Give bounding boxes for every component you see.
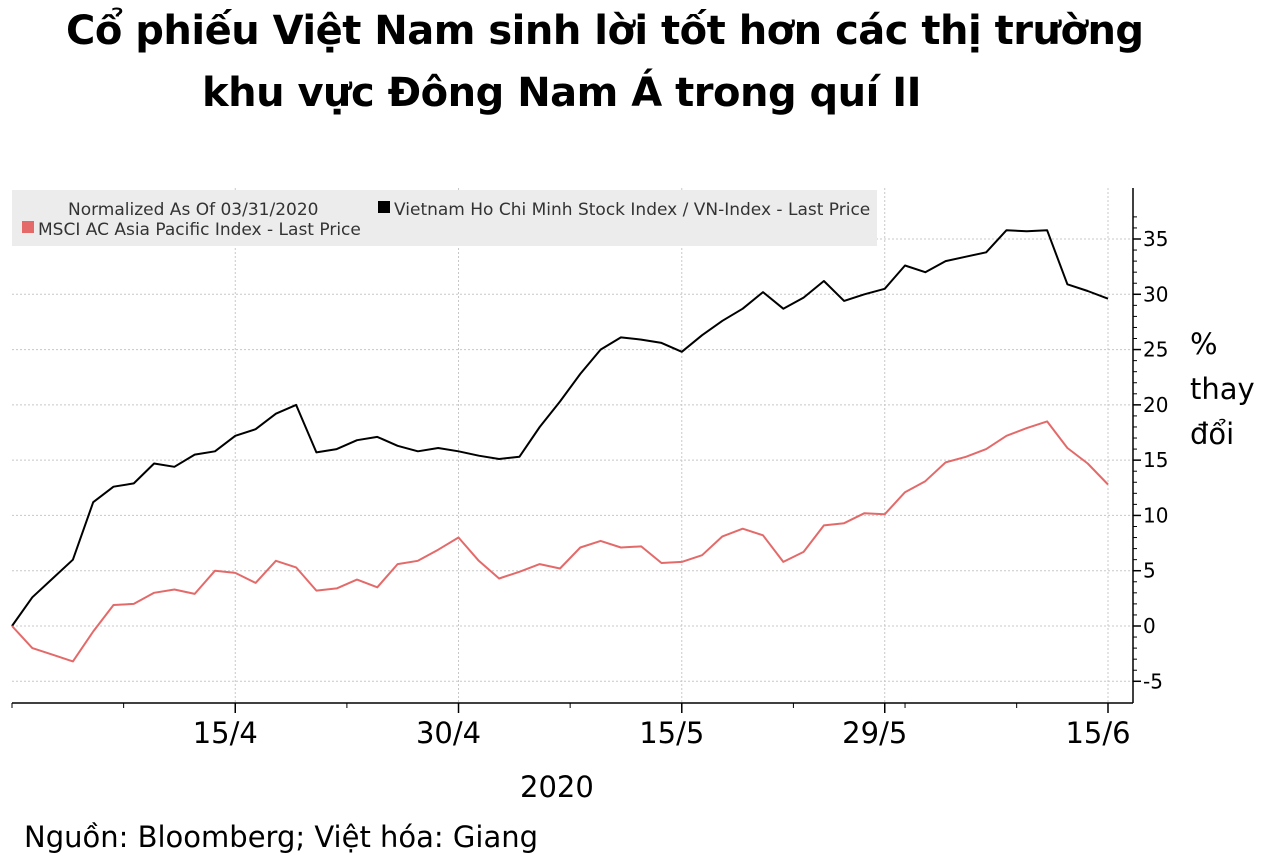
x-axis-label: 2020: [520, 770, 594, 804]
y-tick-label: 15: [1143, 448, 1168, 472]
y-tick-label: -5: [1143, 669, 1163, 693]
y-tick-label: 25: [1143, 338, 1168, 362]
legend-entry: Vietnam Ho Chi Minh Stock Index / VN-Ind…: [394, 200, 870, 220]
series-line: [11, 229, 1109, 627]
legend-note: Normalized As Of 03/31/2020: [68, 200, 318, 220]
y-tick-label: 20: [1143, 393, 1168, 417]
y-axis-label-line: thay: [1190, 372, 1255, 406]
grid-lines: [12, 188, 1133, 703]
x-tick-label: 15/5: [639, 716, 704, 750]
chart-title-line-1: Cổ phiếu Việt Nam sinh lời tốt hơn các t…: [66, 8, 1144, 54]
y-tick-label: 5: [1143, 559, 1156, 583]
y-tick-label: 30: [1143, 282, 1168, 306]
legend-box: [12, 190, 877, 246]
x-tick-label: 15/4: [193, 716, 258, 750]
x-tick-label: 29/5: [842, 716, 907, 750]
series-line: [11, 420, 1109, 663]
legend: Normalized As Of 03/31/2020 Vietnam Ho Ch…: [12, 190, 877, 246]
y-axis-label-line: %: [1190, 327, 1218, 361]
axes: -5 0 5 10 15 20 25 30 35 15/4 30/4 15/5 29/5 15/6: [11, 188, 1168, 750]
y-tick-label: 35: [1143, 227, 1168, 251]
legend-entry: MSCI AC Asia Pacific Index - Last Price: [38, 220, 361, 240]
legend-swatch: [378, 201, 390, 213]
y-axis-label-line: đổi: [1190, 417, 1235, 451]
y-axis-label: % thay đổi: [1190, 322, 1255, 457]
series-lines: [11, 229, 1109, 663]
y-tick-label: 10: [1143, 503, 1168, 527]
x-tick-label: 15/6: [1065, 716, 1130, 750]
chart-title: Cổ phiếu Việt Nam sinh lời tốt hơn các t…: [0, 0, 1266, 120]
x-tick-label: 30/4: [416, 716, 481, 750]
y-tick-label: 0: [1143, 614, 1156, 638]
source-note: Nguồn: Bloomberg; Việt hóa: Giang: [24, 820, 538, 854]
legend-swatch: [22, 221, 34, 233]
chart-title-line-2: khu vực Đông Nam Á trong quí II: [202, 70, 922, 116]
